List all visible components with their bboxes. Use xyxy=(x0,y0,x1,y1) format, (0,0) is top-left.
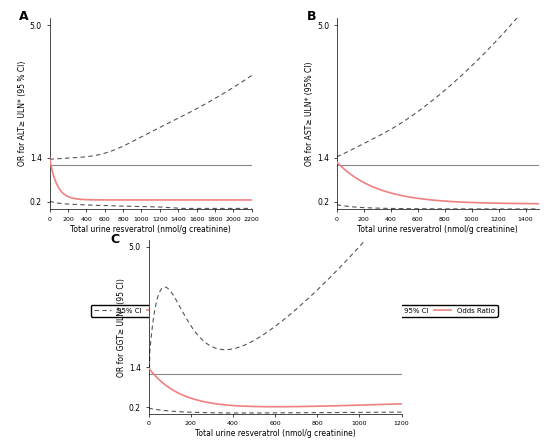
Text: A: A xyxy=(19,10,29,23)
Legend: 95% CI, Odds Ratio: 95% CI, Odds Ratio xyxy=(91,305,210,317)
Text: B: B xyxy=(306,10,316,23)
Y-axis label: OR for ALT≥ ULN* (95 % CI): OR for ALT≥ ULN* (95 % CI) xyxy=(18,61,27,166)
Y-axis label: OR for GGT≥ ULN* (95 CI): OR for GGT≥ ULN* (95 CI) xyxy=(117,278,126,376)
X-axis label: Total urine resveratrol (nmol/g creatinine): Total urine resveratrol (nmol/g creatini… xyxy=(358,225,518,234)
Legend: 95% CI, Odds Ratio: 95% CI, Odds Ratio xyxy=(378,305,498,317)
X-axis label: Total urine resveratrol (nmol/g creatinine): Total urine resveratrol (nmol/g creatini… xyxy=(70,225,231,234)
Text: C: C xyxy=(111,233,120,247)
Y-axis label: OR for AST≥ ULN* (95% CI): OR for AST≥ ULN* (95% CI) xyxy=(305,61,314,166)
X-axis label: Total urine resveratrol (nmol/g creatinine): Total urine resveratrol (nmol/g creatini… xyxy=(195,429,355,438)
